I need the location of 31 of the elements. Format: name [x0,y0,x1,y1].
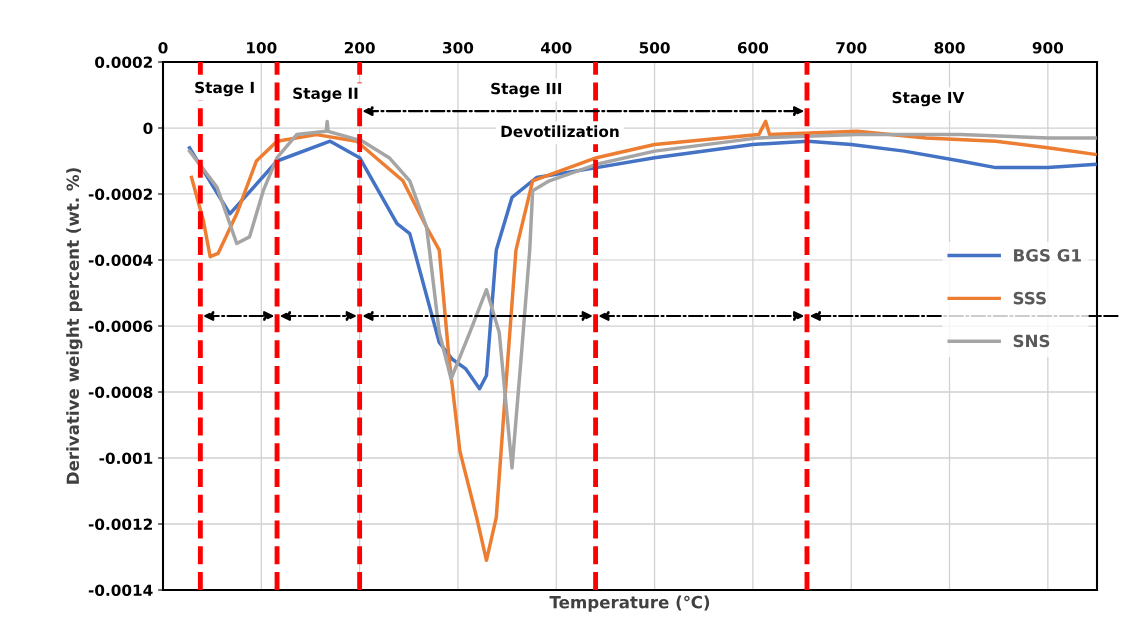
x-tick-label: 600 [737,41,769,54]
x-tick-label: 300 [443,41,474,54]
y-tick-label: -0.001 [99,452,153,465]
x-tick-label: 200 [344,41,375,54]
annotation: Devotilization [501,125,619,138]
y-tick-label: -0.0008 [88,386,153,399]
x-tick-label: 700 [836,41,867,54]
x-tick-label: 800 [934,41,965,54]
y-axis-title: Derivative weight percent (wt. %) [66,168,83,484]
line-series [187,119,1097,470]
x-tick-label: 0 [158,41,168,54]
annotation: Stage II [293,87,358,103]
line-series [189,119,1097,563]
x-tick-label: 900 [1032,41,1064,54]
legend-label: SNS [1013,334,1050,348]
y-tick-label: -0.0006 [88,320,153,333]
x-tick-label: 400 [541,41,572,54]
legend-label: BGS G1 [1014,249,1081,262]
x-axis-title: Temperature (℃) [549,595,710,612]
annotation: Stage I [195,81,254,97]
y-tick-label: -0.0012 [88,518,152,531]
x-tick-label: 500 [639,41,670,54]
annotation: Stage III [491,82,562,98]
legend-label: SSS [1013,291,1046,305]
annotation: Stage IV [892,91,965,107]
y-tick-label: 0.0002 [95,56,152,69]
y-tick-label: -0.0004 [88,254,153,267]
x-tick-label: 100 [247,41,277,54]
y-tick-label: 0 [143,122,153,135]
y-tick-label: -0.0014 [88,584,153,597]
y-tick-label: -0.0002 [88,188,152,201]
